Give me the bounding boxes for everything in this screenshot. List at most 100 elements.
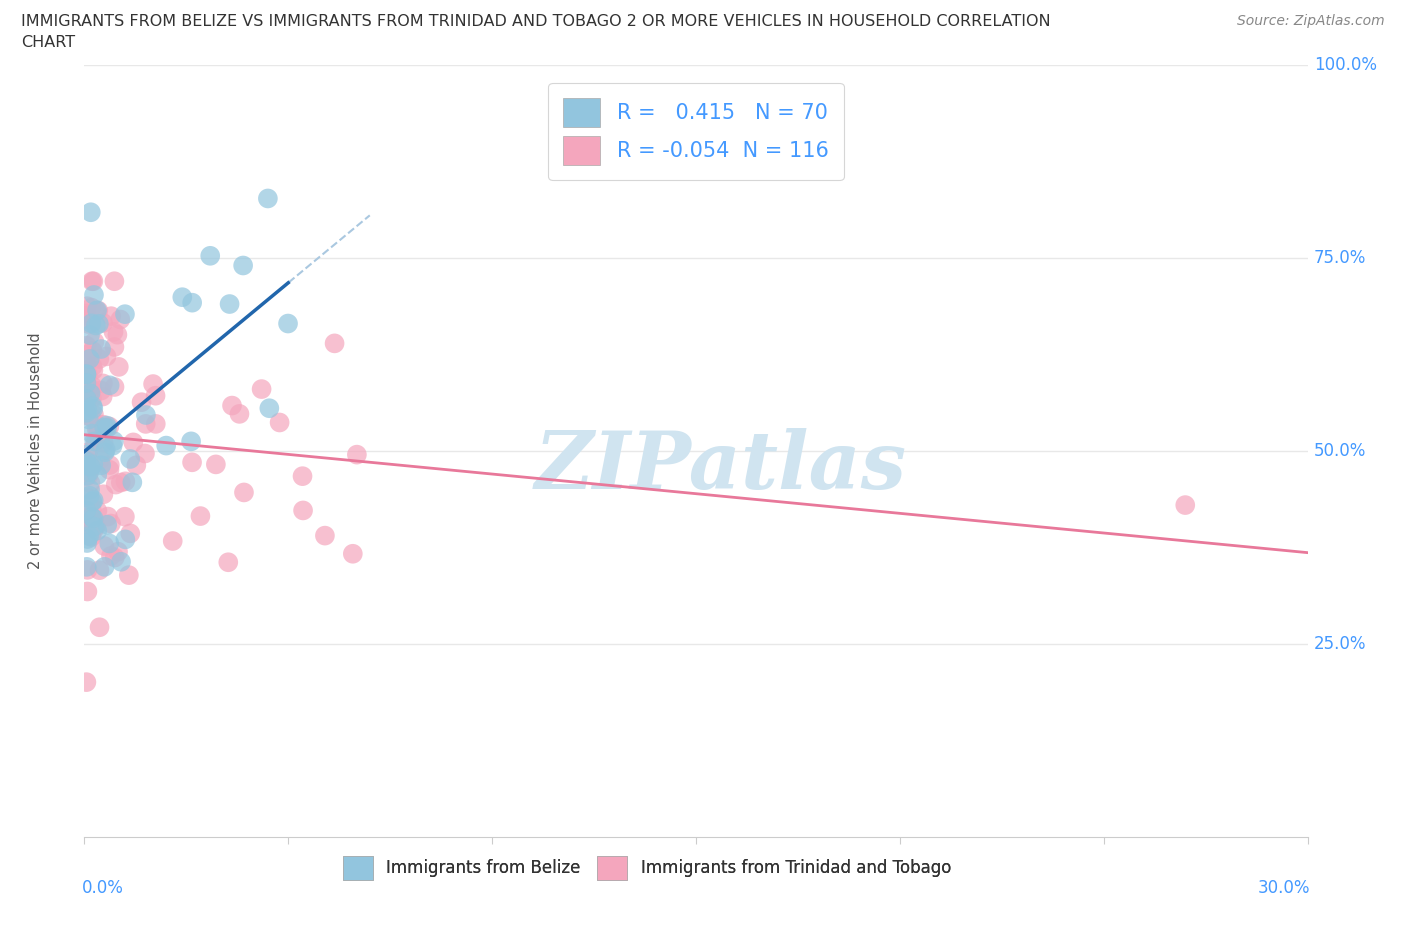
Point (83, 523, 105, 538)
Point (89, 619, 111, 634)
Text: 75.0%: 75.0% (1313, 249, 1367, 267)
Point (114, 510, 136, 525)
Point (87, 303, 110, 318)
Point (232, 258, 254, 272)
Point (76, 403, 98, 418)
Point (90, 341, 112, 356)
Text: 25.0%: 25.0% (1313, 635, 1367, 653)
Point (76, 584, 98, 599)
Point (181, 455, 204, 470)
Point (75, 674, 97, 689)
Point (291, 469, 314, 484)
Point (91, 418, 114, 432)
Text: 30.0%: 30.0% (1257, 880, 1310, 897)
Point (83, 511, 105, 525)
Point (75, 397, 97, 412)
Point (75, 469, 97, 484)
Point (98, 462, 121, 477)
Point (83, 519, 105, 534)
Point (103, 339, 125, 354)
Point (90, 458, 112, 472)
Point (323, 336, 346, 351)
Point (75, 405, 97, 420)
Point (103, 379, 125, 394)
Point (76, 392, 98, 406)
Text: 100.0%: 100.0% (1313, 56, 1376, 74)
Point (97, 509, 120, 524)
Point (80, 316, 103, 331)
Point (250, 381, 273, 396)
Point (80, 460, 103, 475)
Point (86, 468, 108, 483)
Point (84, 434, 107, 449)
Point (76, 447, 98, 462)
Point (155, 438, 177, 453)
Point (76, 559, 98, 574)
Point (84, 318, 107, 333)
Point (342, 546, 364, 561)
Point (108, 360, 131, 375)
Point (94, 420, 117, 435)
Text: Source: ZipAtlas.com: Source: ZipAtlas.com (1237, 14, 1385, 28)
Point (91, 389, 114, 404)
Point (79, 352, 101, 366)
Point (221, 398, 243, 413)
Point (79, 386, 101, 401)
Point (87, 432, 110, 447)
Point (83, 434, 105, 449)
Point (103, 433, 125, 448)
Point (145, 388, 167, 403)
Point (346, 447, 368, 462)
Point (269, 415, 291, 430)
Point (83, 493, 105, 508)
Point (82, 273, 104, 288)
Point (86, 503, 108, 518)
Text: IMMIGRANTS FROM BELIZE VS IMMIGRANTS FROM TRINIDAD AND TOBAGO 2 OR MORE VEHICLES: IMMIGRANTS FROM BELIZE VS IMMIGRANTS FRO… (21, 14, 1050, 29)
Point (1174, 498, 1197, 512)
Point (94, 442, 117, 457)
Point (89, 452, 111, 467)
Point (110, 312, 132, 327)
Point (90, 383, 112, 398)
Point (93, 486, 115, 501)
Point (83, 334, 105, 349)
Point (98, 536, 121, 551)
Point (131, 394, 153, 409)
Point (120, 452, 142, 467)
Point (75, 462, 97, 477)
Text: 2 or more Vehicles in Household: 2 or more Vehicles in Household (28, 333, 44, 569)
Point (110, 554, 132, 569)
Point (82, 401, 104, 416)
Point (75, 503, 97, 518)
Point (162, 534, 184, 549)
Point (80, 410, 103, 425)
Point (82, 343, 104, 358)
Point (82, 399, 104, 414)
Point (96, 349, 118, 364)
Point (79, 488, 101, 503)
Point (75, 454, 97, 469)
Point (83, 407, 105, 422)
Point (217, 555, 239, 570)
Point (86, 422, 108, 437)
Point (104, 550, 127, 565)
Point (76, 536, 98, 551)
Point (75, 309, 97, 324)
Point (103, 325, 125, 339)
Point (82, 379, 104, 393)
Point (122, 435, 145, 450)
Point (218, 297, 240, 312)
Point (145, 417, 167, 432)
Point (100, 549, 122, 564)
Point (277, 316, 299, 331)
Point (76, 366, 98, 381)
Point (121, 475, 143, 490)
Point (91, 315, 114, 330)
Point (135, 407, 157, 422)
Point (292, 503, 315, 518)
Point (76, 532, 98, 547)
Point (80, 391, 103, 405)
Point (75, 367, 97, 382)
Point (142, 377, 165, 392)
Point (257, 191, 280, 206)
